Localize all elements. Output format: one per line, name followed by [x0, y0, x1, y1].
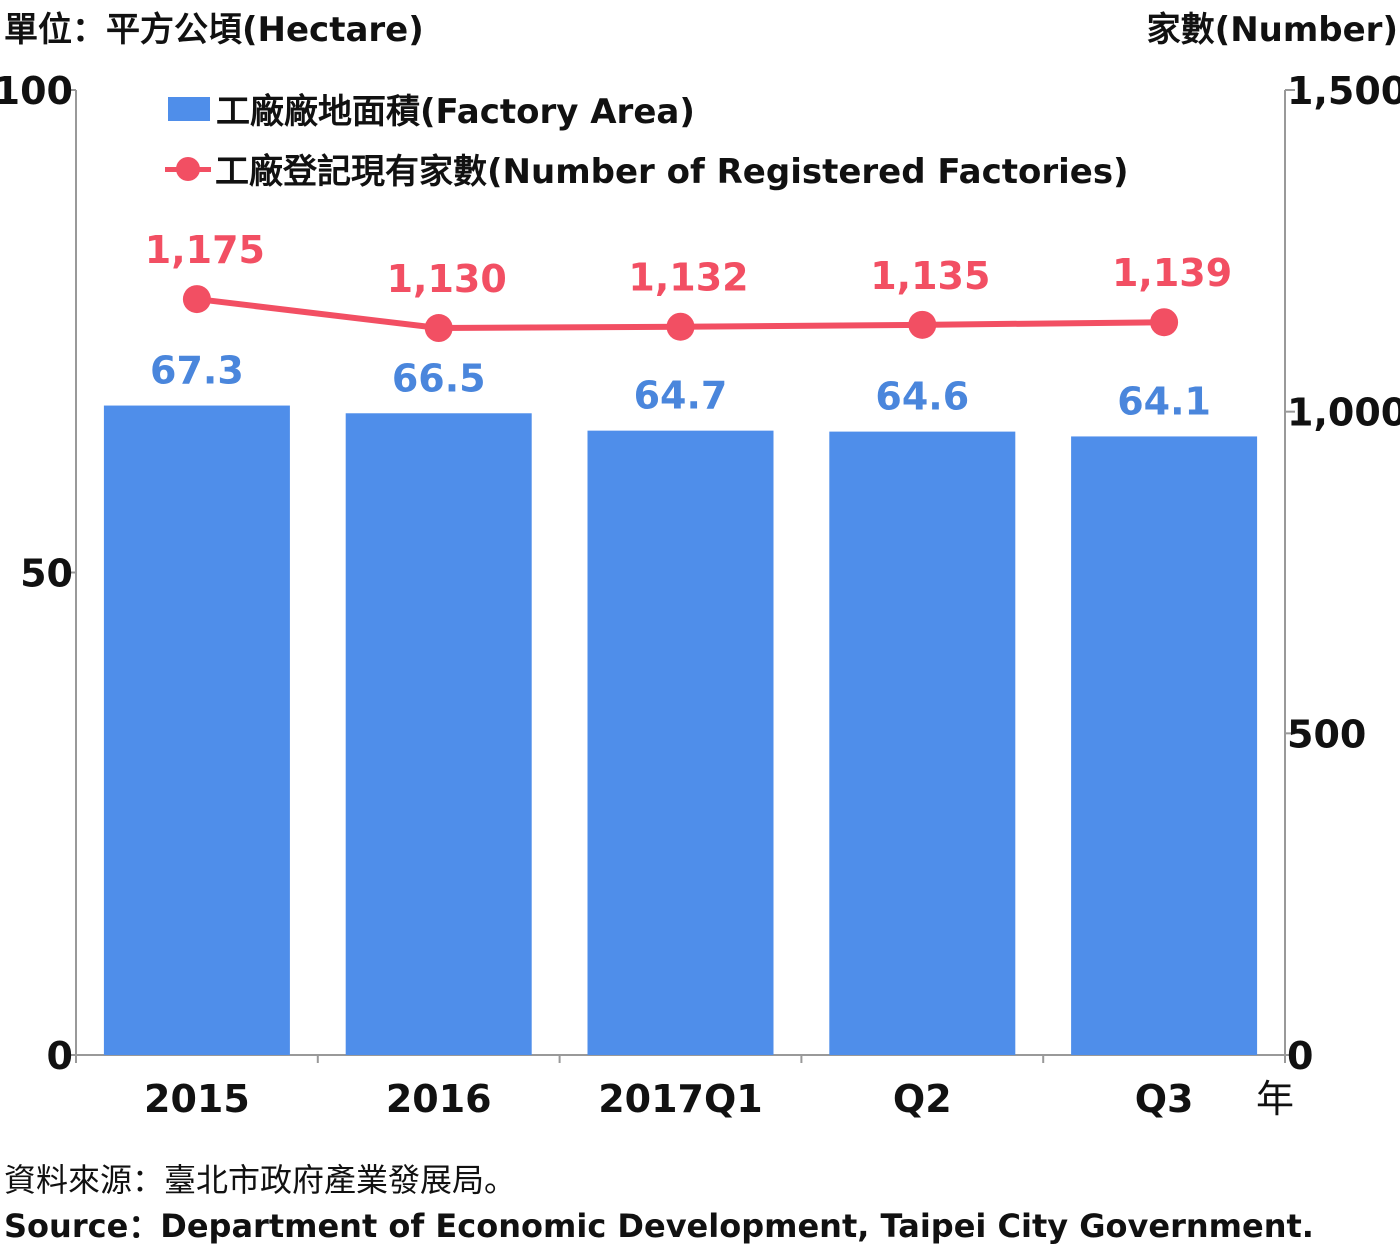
- x-unit-label: 年: [1256, 1077, 1294, 1121]
- source-note-english: Source：Department of Economic Developmen…: [4, 1207, 1314, 1245]
- x-category-label: 2017Q1: [598, 1077, 763, 1121]
- right-tick-label: 0: [1287, 1034, 1313, 1078]
- bar-value-label: 67.3: [150, 349, 244, 393]
- line-point: [182, 285, 211, 314]
- bar-value-label: 66.5: [392, 356, 486, 400]
- legend-line-label: 工廠登記現有家數(Number of Registered Factories): [215, 152, 1129, 192]
- bar: [1071, 436, 1258, 1055]
- line-point: [666, 312, 695, 341]
- x-category-label: Q2: [893, 1077, 952, 1121]
- right-tick-label: 500: [1287, 712, 1366, 756]
- right-tick-label: 1,500: [1287, 69, 1400, 113]
- bar: [103, 405, 290, 1055]
- left-tick-label: 50: [20, 552, 73, 596]
- bar: [829, 431, 1016, 1055]
- legend-bar-swatch: [168, 96, 210, 121]
- line-value-label: 1,132: [628, 256, 748, 300]
- line-value-label: 1,175: [145, 228, 265, 272]
- bar-value-label: 64.1: [1117, 379, 1211, 423]
- legend-bar-label: 工廠廠地面積(Factory Area): [216, 92, 695, 132]
- line-value-label: 1,135: [870, 254, 990, 298]
- line-value-label: 1,130: [387, 257, 507, 301]
- bar: [587, 430, 774, 1055]
- left-axis-unit-label: 單位：平方公頃(Hectare): [4, 10, 424, 50]
- right-tick-label: 1,000: [1287, 391, 1400, 435]
- x-category-label: 2016: [386, 1077, 492, 1121]
- bar-value-label: 64.6: [875, 375, 969, 419]
- legend-item-registered-factories: 工廠登記現有家數(Number of Registered Factories): [165, 144, 1129, 193]
- left-tick-label: 100: [0, 69, 73, 113]
- x-category-label: 2015: [144, 1077, 250, 1121]
- bar: [345, 413, 532, 1055]
- line-value-label: 1,139: [1112, 251, 1232, 295]
- legend-line-swatch: [165, 154, 211, 184]
- line-point: [908, 310, 937, 339]
- source-note-chinese: 資料來源：臺北市政府產業發展局。: [4, 1161, 517, 1199]
- line-point: [424, 314, 453, 343]
- legend-item-factory-area: 工廠廠地面積(Factory Area): [168, 84, 695, 133]
- left-tick-label: 0: [47, 1034, 73, 1078]
- x-category-label: Q3: [1135, 1077, 1194, 1121]
- right-axis-unit-label: 家數(Number): [1146, 10, 1398, 50]
- line-point: [1150, 308, 1179, 337]
- bar-value-label: 64.7: [634, 374, 728, 418]
